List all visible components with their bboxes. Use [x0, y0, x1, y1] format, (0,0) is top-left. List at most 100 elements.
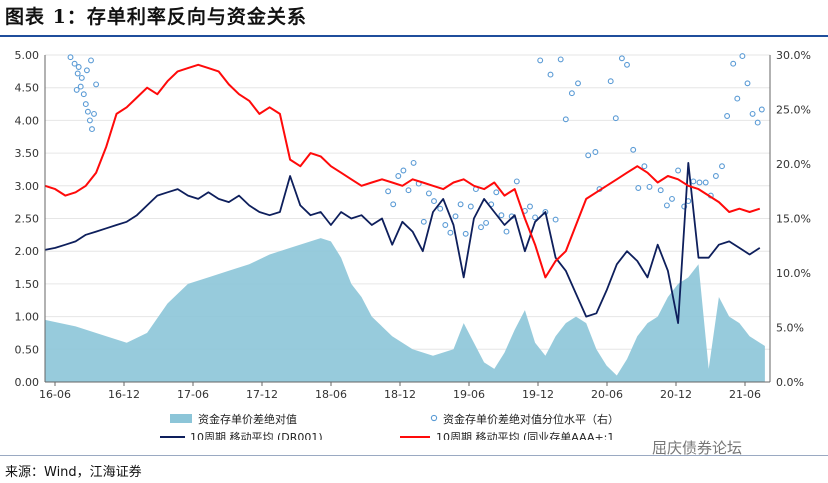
scatter-point — [575, 80, 581, 87]
scatter-point — [630, 146, 637, 153]
scatter-point — [557, 56, 564, 63]
legend: 资金存单价差绝对值 资金存单价差绝对值分位水平（右） 10周期 移动平均 (DR00… — [160, 412, 619, 440]
scatter-point — [395, 173, 402, 179]
scatter-point — [646, 183, 653, 190]
scatter-point — [431, 198, 437, 205]
scatter-point — [86, 117, 93, 124]
scatter-point — [74, 70, 81, 77]
area-series — [45, 238, 765, 382]
scatter-point — [719, 163, 725, 170]
line-dr001-ma10 — [44, 162, 761, 324]
scatter-point — [420, 218, 427, 225]
left-axis-ticks: 0.00 0.50 1.00 1.50 2.00 2.50 3.00 3.50 4.00 4.50… — [15, 49, 40, 389]
chart: 0.00 0.50 1.00 1.50 2.00 2.50 3.00 3.50 4.00 4.50… — [15, 49, 811, 440]
scatter-point — [669, 195, 675, 202]
scatter-point — [624, 61, 630, 68]
scatter-point — [675, 167, 682, 174]
left-tick-label: 3.50 — [15, 147, 40, 160]
scatter-point — [758, 106, 765, 113]
right-axis-ticks: 0.0% 5.0% 10.0% 15.0% 20.0% 25.0% 30.0% — [776, 49, 811, 389]
scatter-point — [641, 163, 648, 170]
right-tick-label: 25.0% — [776, 104, 811, 117]
scatter-point — [730, 60, 737, 67]
x-tick-label: 17-12 — [246, 388, 278, 401]
right-tick-label: 15.0% — [776, 213, 811, 226]
scatter-point — [447, 229, 454, 236]
x-tick-label: 17-06 — [177, 388, 209, 401]
scatter-point — [89, 126, 95, 133]
left-tick-label: 4.00 — [15, 114, 40, 127]
scatter-point — [754, 119, 761, 126]
figure-title: 图表 1：存单利率反向与资金关系 — [5, 6, 307, 28]
scatter-point — [83, 67, 90, 74]
scatter-series — [67, 53, 765, 237]
scatter-point — [405, 187, 412, 194]
legend-label-ncd: 10周期 移动平均 (同业存单AAA+:1 — [436, 430, 614, 440]
scatter-point — [80, 91, 87, 98]
scatter-point — [712, 173, 719, 179]
scatter-point — [442, 222, 449, 228]
scatter-point — [532, 214, 539, 221]
scatter-point — [513, 178, 520, 185]
scatter-point — [592, 149, 599, 155]
scatter-point — [82, 101, 89, 108]
legend-swatch-scatter — [430, 414, 438, 422]
scatter-point — [77, 83, 84, 90]
axes — [44, 55, 771, 386]
scatter-point — [400, 167, 407, 174]
x-tick-label: 18-12 — [384, 388, 416, 401]
scatter-point — [635, 185, 642, 191]
x-tick-label: 16-06 — [39, 388, 71, 401]
scatter-point — [618, 55, 625, 62]
x-tick-label: 20-12 — [660, 388, 692, 401]
bottom-rule — [0, 455, 828, 456]
scatter-point — [84, 108, 91, 115]
left-tick-label: 2.50 — [15, 213, 40, 226]
scatter-point — [493, 189, 500, 196]
scatter-point — [749, 110, 756, 117]
x-tick-label: 18-06 — [315, 388, 347, 401]
scatter-point — [739, 53, 746, 60]
source-note: 来源：Wind，江海证券 — [5, 465, 142, 480]
scatter-point — [585, 152, 592, 159]
x-tick-label: 16-12 — [108, 388, 140, 401]
scatter-point — [385, 188, 392, 195]
scatter-point — [93, 81, 100, 88]
right-tick-label: 30.0% — [776, 49, 811, 62]
scatter-point — [91, 110, 97, 117]
scatter-point — [696, 179, 703, 186]
line-series — [44, 63, 761, 324]
legend-swatch-area — [170, 414, 192, 423]
right-tick-label: 5.0% — [776, 322, 804, 335]
left-tick-label: 4.50 — [15, 82, 40, 95]
scatter-point — [452, 213, 459, 220]
scatter-point — [437, 205, 444, 212]
legend-label-scatter: 资金存单价差绝对值分位水平（右） — [443, 412, 619, 426]
left-tick-label: 0.00 — [15, 376, 40, 389]
scatter-point — [734, 95, 741, 102]
scatter-point — [702, 179, 709, 186]
scatter-point — [88, 57, 94, 64]
scatter-point — [73, 86, 80, 93]
left-tick-label: 3.00 — [15, 180, 40, 193]
area-fill-funding-spread — [45, 238, 765, 382]
scatter-point — [67, 54, 74, 61]
x-axis-ticks: 16-06 16-12 17-06 17-12 18-06 18-12 19-06 19-12… — [39, 388, 761, 401]
scatter-point — [552, 216, 559, 223]
title-rule — [0, 35, 828, 37]
scatter-point — [78, 74, 85, 81]
scatter-point — [483, 219, 490, 226]
left-tick-label: 1.00 — [15, 311, 40, 324]
scatter-point — [607, 78, 614, 85]
scatter-point — [744, 80, 751, 87]
x-tick-label: 20-06 — [591, 388, 623, 401]
legend-label-dr001: 10周期 移动平均 (DR001) — [190, 431, 323, 440]
right-tick-label: 10.0% — [776, 267, 811, 280]
scatter-point — [498, 212, 505, 219]
left-tick-label: 5.00 — [15, 49, 40, 62]
scatter-point — [612, 115, 619, 122]
scatter-point — [71, 60, 78, 67]
x-tick-label: 19-12 — [522, 388, 554, 401]
right-tick-label: 20.0% — [776, 158, 811, 171]
scatter-point — [568, 90, 575, 97]
